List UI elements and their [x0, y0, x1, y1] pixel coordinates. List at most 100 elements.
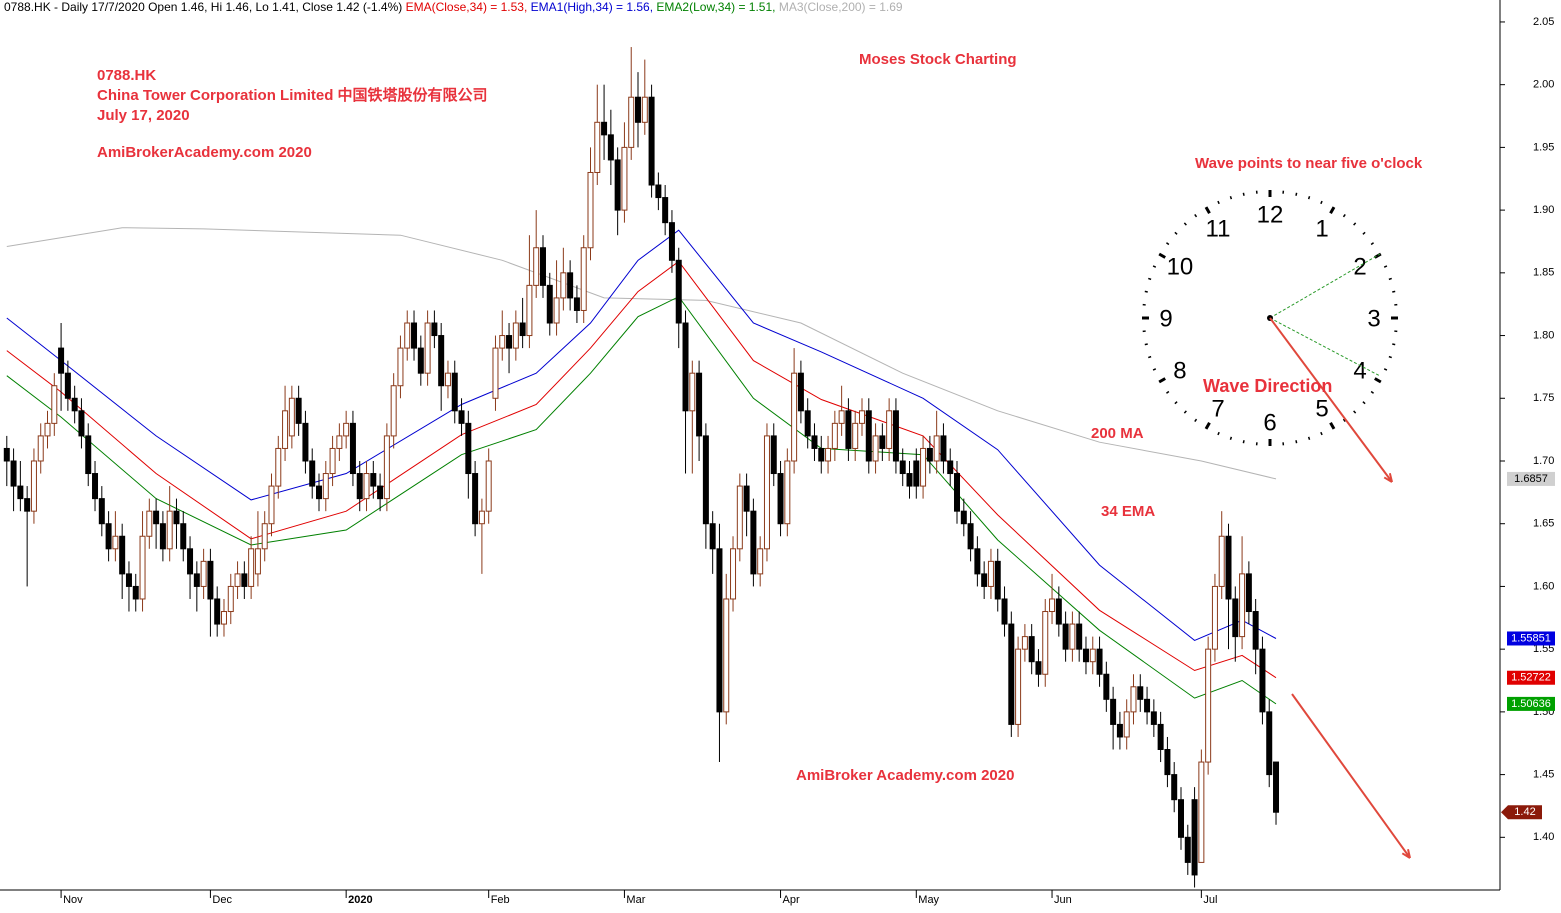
clock-number: 11: [1206, 215, 1231, 242]
candle-body: [771, 436, 776, 474]
candle-body: [608, 135, 613, 160]
candle-body: [235, 574, 240, 587]
candle-body: [126, 574, 131, 587]
candle-body: [344, 423, 349, 436]
candle-body: [1124, 712, 1129, 737]
candle-body: [859, 411, 864, 424]
candle-body: [486, 461, 491, 511]
clock-tick: [1392, 291, 1395, 292]
candle-body: [412, 323, 417, 348]
x-tick-label: Dec: [212, 894, 232, 906]
candle-body: [452, 373, 457, 411]
candle-body: [540, 248, 545, 286]
annotation: 200 MA: [1091, 425, 1144, 442]
candle-body: [1151, 712, 1156, 725]
candle-body: [289, 398, 294, 436]
candle-body: [93, 474, 98, 499]
candle-body: [887, 411, 892, 449]
candle-body: [154, 511, 159, 524]
x-tick-label: Nov: [63, 894, 83, 906]
candle-body: [25, 499, 30, 512]
candle-body: [1267, 712, 1272, 775]
candle-body: [1022, 637, 1027, 650]
candle-body: [1036, 662, 1041, 675]
x-tick-label: Jun: [1054, 894, 1072, 906]
candle-body: [262, 524, 267, 549]
value-tag-label: 1.50636: [1511, 698, 1551, 710]
candle-body: [703, 436, 708, 524]
header-part: 0788.HK - Daily 17/7/2020 Open 1.46, Hi …: [4, 0, 402, 14]
candle-body: [832, 423, 837, 448]
clock-tick: [1145, 344, 1148, 345]
candle-body: [819, 448, 824, 461]
candle-body: [1131, 687, 1136, 712]
value-tag-label: 1.55851: [1511, 632, 1551, 644]
clock-number: 6: [1263, 409, 1276, 436]
x-tick-label: 2020: [348, 894, 372, 906]
candle-body: [1233, 599, 1238, 637]
candle-body: [961, 511, 966, 524]
candle-body: [160, 524, 165, 549]
candle-body: [188, 549, 193, 574]
candle-body: [676, 260, 681, 323]
candle-body: [113, 536, 118, 549]
candle-body: [371, 474, 376, 487]
candle-body: [574, 298, 579, 311]
candle-body: [445, 373, 450, 386]
candle-body: [1212, 586, 1217, 649]
candle-body: [174, 511, 179, 524]
candle-body: [1260, 649, 1265, 712]
candle-body: [120, 536, 125, 574]
candle-body: [697, 373, 702, 436]
clock-tick: [1296, 440, 1297, 443]
candle-body: [466, 423, 471, 473]
candle-body: [975, 549, 980, 574]
y-tick-label: 1.75: [1533, 392, 1554, 404]
clock-number: 12: [1257, 201, 1284, 228]
candle-body: [1219, 536, 1224, 586]
candle-body: [805, 411, 810, 436]
candle-body: [4, 448, 9, 461]
clock-number: 4: [1353, 357, 1366, 384]
candle-body: [880, 436, 885, 449]
candle-body: [758, 549, 763, 574]
candle-body: [622, 147, 627, 210]
header: 0788.HK - Daily 17/7/2020 Open 1.46, Hi …: [4, 0, 903, 14]
candle-body: [255, 549, 260, 574]
candle-body: [683, 323, 688, 411]
candle-body: [208, 561, 213, 599]
candle-body: [955, 474, 960, 512]
candle-body: [459, 411, 464, 424]
candle-body: [18, 486, 23, 499]
candle-body: [656, 185, 661, 198]
clock-number: 3: [1367, 305, 1380, 332]
annotation: Moses Stock Charting: [859, 51, 1017, 68]
candle-body: [527, 285, 532, 335]
candle-body: [534, 248, 539, 286]
candle-body: [1083, 649, 1088, 662]
candle-body: [839, 411, 844, 424]
header-part: EMA2(Low,34) = 1.51,: [656, 0, 775, 14]
candle-body: [554, 298, 559, 323]
candle-body: [45, 423, 50, 436]
candle-body: [493, 348, 498, 398]
annotation: China Tower Corporation Limited 中国铁塔股份有限…: [97, 86, 488, 104]
y-tick-label: 1.80: [1533, 329, 1554, 341]
clock-tick: [1243, 193, 1244, 196]
candle-body: [798, 373, 803, 411]
candle-body: [1016, 649, 1021, 724]
candle-body: [432, 323, 437, 336]
candle-body: [873, 436, 878, 461]
candle-body: [439, 336, 444, 386]
y-tick-label: 1.90: [1533, 204, 1554, 216]
candle-body: [1077, 624, 1082, 649]
clock-number: 2: [1353, 253, 1366, 280]
y-tick-label: 2.05: [1533, 16, 1554, 28]
candle-body: [330, 448, 335, 473]
y-tick-label: 1.65: [1533, 518, 1554, 530]
candle-body: [826, 448, 831, 461]
candle-body: [988, 561, 993, 586]
y-tick-label: 1.70: [1533, 455, 1554, 467]
clock-tick: [1296, 193, 1297, 196]
